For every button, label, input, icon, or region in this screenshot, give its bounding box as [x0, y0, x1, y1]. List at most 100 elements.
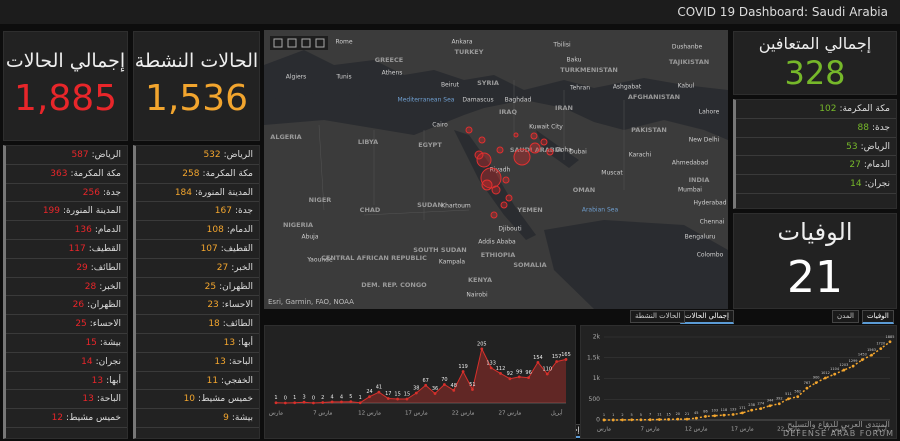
city-name: المدينة المنورة: [195, 187, 253, 198]
watermark-en: DEFENSE ARAB FORUM [783, 429, 894, 438]
map-label: Baku [567, 57, 582, 64]
list-row: الدمام:108 [136, 221, 259, 240]
city-name: الباحة: [96, 394, 121, 405]
city-value: 9 [223, 413, 229, 424]
list-row: جدة:88 [736, 119, 896, 138]
y-tick-label: 1.5k [587, 354, 601, 361]
value-label: 103 [711, 409, 718, 413]
point [321, 401, 325, 404]
map-label: DEM. REP. CONGO [361, 281, 427, 289]
value-label: 1885 [886, 335, 895, 339]
city-name: مكة المكرمة: [70, 168, 121, 179]
x-tick-label: مارس [597, 427, 611, 433]
city-value: 532 [203, 150, 221, 160]
value-label: 86 [703, 409, 707, 413]
value-label: 1 [603, 413, 605, 417]
map-label: TAJIKISTAN [669, 58, 709, 66]
map-label: Damascus [462, 97, 493, 104]
point [302, 400, 306, 404]
total-value: 1,885 [13, 78, 118, 119]
value-label: 1563 [867, 348, 876, 352]
value-label: 110 [543, 366, 553, 372]
city-name: بيشة: [99, 337, 121, 348]
city-value: 29 [76, 262, 88, 273]
city-value: 107 [200, 243, 218, 254]
x-tick-label: مارس 7 [313, 411, 332, 417]
map-label: ETHIOPIA [481, 251, 515, 259]
active-list[interactable]: الرياض:532 مكة المكرمة:258 المدينة المنورة… [133, 145, 260, 439]
point [814, 381, 818, 385]
value-label: 112 [496, 366, 506, 372]
point [648, 418, 652, 422]
tab[interactable]: المدن [832, 310, 859, 323]
map-label: YEMEN [516, 206, 543, 214]
point [796, 395, 800, 399]
value-label: 21 [685, 412, 689, 416]
value-label: 392 [776, 397, 783, 401]
y-tick-label: 500 [589, 396, 601, 403]
y-tick-label: 2k [593, 334, 601, 341]
tab[interactable]: الحالات النشطة [630, 310, 686, 323]
list-row: بيشة:9 [136, 409, 259, 428]
city-value: 14 [850, 179, 862, 190]
point [405, 397, 409, 401]
map-label: Tunis [335, 74, 351, 81]
point [879, 347, 883, 351]
mediterranean [264, 92, 454, 118]
map-label: Mumbai [678, 187, 702, 194]
value-label: 45 [694, 411, 698, 415]
active-panel: الحالات النشطة 1,536 [133, 31, 260, 141]
value-label: 36 [432, 386, 438, 392]
list-row: الرياض:587 [6, 146, 127, 165]
line [275, 347, 567, 404]
total-list[interactable]: الرياض:587 مكة المكرمة:363 جدة:256 المدينة … [3, 145, 128, 439]
list-row: مكة المكرمة:102 [736, 100, 896, 119]
point [639, 418, 643, 422]
value-label: 70 [441, 377, 447, 383]
city-value: 25 [75, 319, 87, 330]
point [740, 411, 744, 415]
page-title: COVID 19 Dashboard: Saudi Arabia [677, 5, 888, 19]
map-label: Nairobi [466, 292, 488, 299]
list-row: بيشة:15 [6, 334, 127, 353]
point [386, 397, 390, 400]
city-value: 363 [50, 168, 68, 179]
value-label: 11 [657, 413, 661, 417]
tab[interactable]: إجمالي الحالات [680, 310, 734, 324]
value-label: 133 [486, 360, 496, 366]
city-value: 25 [204, 281, 217, 292]
point [536, 360, 540, 364]
value-label: 274 [757, 402, 764, 406]
city-value: 26 [72, 300, 85, 311]
point [564, 358, 568, 361]
point [517, 375, 521, 379]
map-label: Muscat [601, 170, 623, 177]
x-tick-label: مارس [269, 411, 283, 417]
map[interactable]: Rome Algiers Tunis GREECE Athens TURKEY Ankara… [264, 30, 728, 309]
map-label: IRAQ [499, 108, 517, 116]
x-tick-label: مارس 27 [498, 411, 521, 417]
map-label: SOUTH SUDAN [413, 246, 466, 254]
map-label: SYRIA [477, 79, 499, 87]
list-row: أبها:13 [6, 372, 127, 391]
point [860, 358, 864, 362]
list-row: الخفجي:11 [136, 372, 259, 391]
total-label: إجمالي الحالات [5, 50, 126, 72]
value-label: 1 [612, 413, 614, 417]
daily-panel [264, 325, 576, 439]
list-row: المدينة المنورة:184 [136, 184, 259, 203]
recovered-list[interactable]: مكة المكرمة:102 جدة:88 الرياض:53 الدمام:27 ن… [733, 99, 897, 209]
city-name: الظهران: [87, 300, 121, 311]
city-name: نجران: [864, 179, 890, 190]
tab[interactable]: الوفيات [862, 310, 894, 324]
value-label: 24 [366, 389, 372, 395]
point [685, 417, 689, 421]
point [377, 390, 381, 394]
map-toolbar[interactable] [270, 36, 328, 50]
value-label: 562 [794, 390, 801, 394]
list-row: الرياض:532 [136, 146, 259, 165]
city-name: الظهران: [219, 281, 253, 292]
x-tick-label: أبريل [551, 409, 563, 417]
value-label: 99 [516, 369, 522, 375]
point [888, 340, 892, 344]
